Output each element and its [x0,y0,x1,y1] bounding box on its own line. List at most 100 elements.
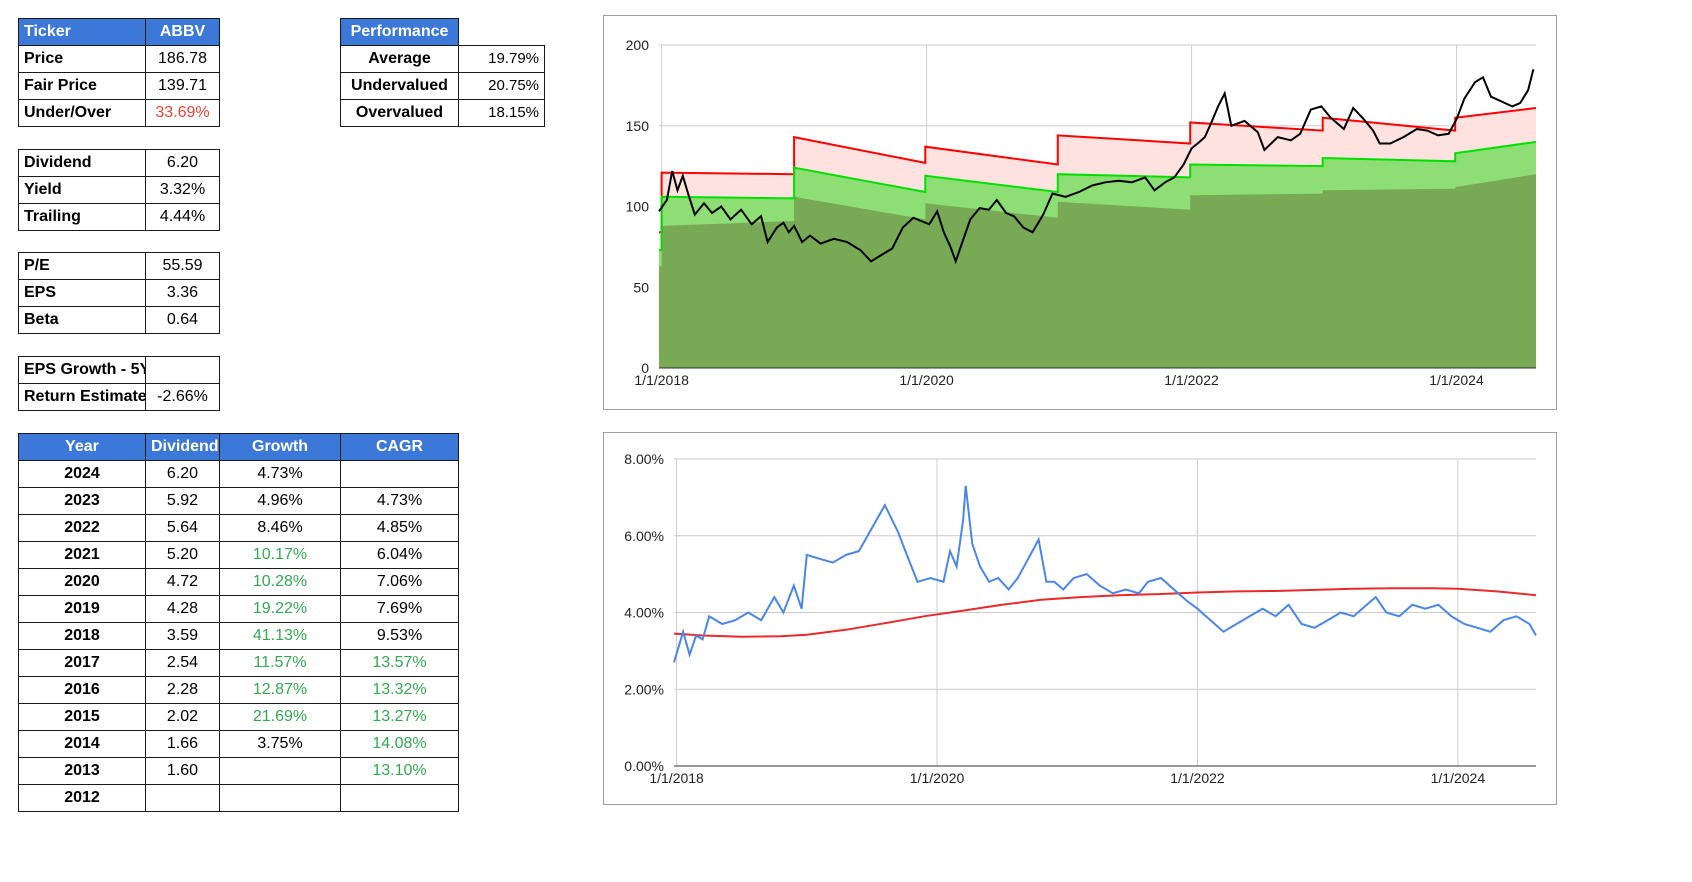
history-year: 2019 [18,595,146,623]
history-year: 2018 [18,622,146,650]
yield-label: Yield [18,176,146,204]
history-row: 2016 2.28 12.87% 13.32% [18,676,459,704]
valuation-row: P/E 55.59 [18,252,220,280]
history-year: 2013 [18,757,146,785]
history-year: 2016 [18,676,146,704]
performance-row: Undervalued 20.75% [340,72,545,100]
y-tick-label: 150 [626,118,650,134]
undervalued-value: 20.75% [458,72,545,100]
x-tick-label: 1/1/2020 [910,770,965,786]
history-col-year: Year [18,433,146,461]
summary-table: Ticker ABBV Price 186.78 Fair Price 139.… [18,18,220,127]
dividend-row: Yield 3.32% [18,176,220,204]
history-dividend: 5.64 [145,514,220,542]
trailing-value: 4.44% [145,203,220,231]
history-growth: 12.87% [219,676,341,704]
y-tick-label: 100 [626,199,650,215]
y-tick-label: 200 [626,37,650,53]
history-growth: 11.57% [219,649,341,677]
overvalued-label: Overvalued [340,99,459,127]
history-header-row: Year Dividend Growth CAGR [18,433,459,461]
history-cagr: 13.57% [340,649,459,677]
history-row: 2022 5.64 8.46% 4.85% [18,514,459,542]
y-tick-label: 50 [633,279,649,295]
history-growth: 8.46% [219,514,341,542]
history-year: 2021 [18,541,146,569]
beta-value: 0.64 [145,306,220,334]
price-line [658,68,1535,265]
dividend-row: Trailing 4.44% [18,203,220,231]
yield-line [673,485,1537,663]
history-row: 2023 5.92 4.96% 4.73% [18,487,459,515]
history-cagr: 7.06% [340,568,459,596]
pe-value: 55.59 [145,252,220,280]
history-dividend: 4.72 [145,568,220,596]
x-tick-label: 1/1/2022 [1170,770,1225,786]
valuation-row: Beta 0.64 [18,306,220,334]
history-col-growth: Growth [219,433,341,461]
history-dividend: 1.66 [145,730,220,758]
history-row: 2017 2.54 11.57% 13.57% [18,649,459,677]
history-cagr: 14.08% [340,730,459,758]
fair-price-line [659,107,1537,234]
fair-value-band-lower [659,174,1536,368]
performance-header-blank [458,18,545,46]
history-growth: 19.22% [219,595,341,623]
eps-value: 3.36 [145,279,220,307]
y-tick-label: 2.00% [624,681,664,697]
history-growth: 10.17% [219,541,341,569]
y-tick-label: 8.00% [624,451,664,467]
history-cagr: 4.85% [340,514,459,542]
eps-growth-label: EPS Growth - 5Y [18,356,146,384]
history-year: 2024 [18,460,146,488]
x-tick-label: 1/1/2024 [1429,372,1484,388]
dividend-label: Dividend [18,149,146,177]
performance-row: Overvalued 18.15% [340,99,545,127]
history-dividend: 3.59 [145,622,220,650]
under-over-value: 33.69% [145,99,220,127]
trailing-label: Trailing [18,203,146,231]
history-dividend: 4.28 [145,595,220,623]
y-tick-label: 0 [641,360,649,376]
yield-chart: 0.00% 2.00% 4.00% 6.00% 8.00% 1/1/2018 1/1/202… [603,432,1557,805]
history-row: 2014 1.66 3.75% 14.08% [18,730,459,758]
history-dividend: 2.02 [145,703,220,731]
average-label: Average [340,45,459,73]
valuation-table: P/E 55.59 EPS 3.36 Beta 0.64 [18,252,220,334]
history-cagr: 13.32% [340,676,459,704]
price-chart: 0 50 100 150 200 1/1/2018 1/1/2020 1/1/2022 1/1/… [603,15,1557,410]
valuation-row: EPS 3.36 [18,279,220,307]
history-growth: 21.69% [219,703,341,731]
fair-price-value: 139.71 [145,72,220,100]
undervalued-label: Undervalued [340,72,459,100]
history-cagr: 13.10% [340,757,459,785]
history-growth: 4.96% [219,487,341,515]
history-growth [219,757,341,785]
eps-growth-value [145,356,220,384]
history-dividend: 2.28 [145,676,220,704]
history-row: 2019 4.28 19.22% 7.69% [18,595,459,623]
average-value: 19.79% [458,45,545,73]
fair-price-label: Fair Price [18,72,146,100]
history-row: 2012 [18,784,459,812]
history-year: 2022 [18,514,146,542]
history-cagr: 13.27% [340,703,459,731]
x-tick-label: 1/1/2024 [1431,770,1486,786]
price-chart-svg: 0 50 100 150 200 1/1/2018 1/1/2020 1/1/2022 1/1/… [626,37,1537,388]
history-year: 2017 [18,649,146,677]
performance-header: Performance [340,18,459,46]
history-row: 2024 6.20 4.73% [18,460,459,488]
history-body: 2024 6.20 4.73% 2023 5.92 4.96% 4.73% 2022 5.64 8… [18,460,459,812]
performance-row: Average 19.79% [340,45,545,73]
x-tick-label: 1/1/2020 [899,372,954,388]
history-growth: 41.13% [219,622,341,650]
return-estimate-value: -2.66% [145,383,220,411]
growth-row: EPS Growth - 5Y [18,356,220,384]
beta-label: Beta [18,306,146,334]
history-growth: 4.73% [219,460,341,488]
history-growth: 3.75% [219,730,341,758]
eps-label: EPS [18,279,146,307]
history-row: 2015 2.02 21.69% 13.27% [18,703,459,731]
performance-header-row: Performance [340,18,545,46]
history-cagr: 7.69% [340,595,459,623]
